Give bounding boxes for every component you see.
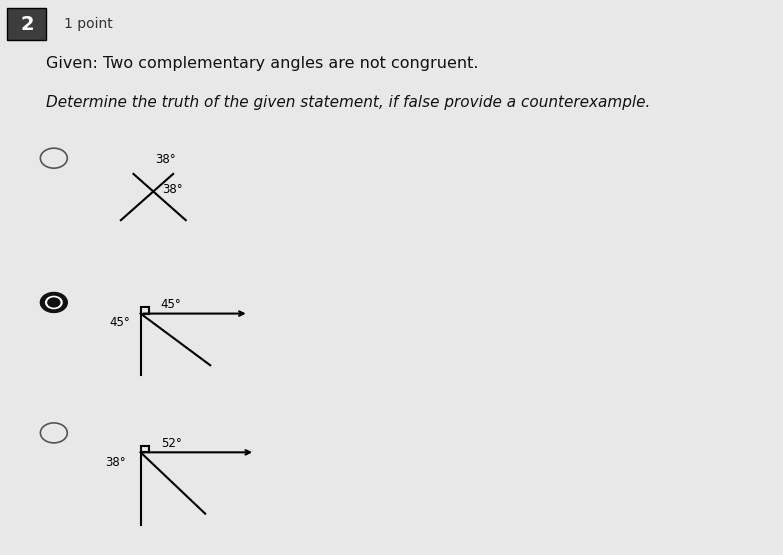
Text: 52°: 52° bbox=[161, 437, 182, 450]
Text: 45°: 45° bbox=[109, 316, 130, 329]
Text: Determine the truth of the given statement, if false provide a counterexample.: Determine the truth of the given stateme… bbox=[46, 95, 651, 110]
Circle shape bbox=[48, 298, 60, 307]
FancyBboxPatch shape bbox=[8, 8, 46, 40]
Text: 2: 2 bbox=[20, 15, 34, 34]
Text: 38°: 38° bbox=[162, 183, 183, 195]
Text: 45°: 45° bbox=[161, 298, 182, 311]
Text: 38°: 38° bbox=[105, 456, 125, 469]
Circle shape bbox=[45, 296, 62, 309]
Circle shape bbox=[41, 292, 67, 312]
Text: 38°: 38° bbox=[156, 153, 176, 165]
Text: 1 point: 1 point bbox=[63, 17, 112, 32]
Text: Given: Two complementary angles are not congruent.: Given: Two complementary angles are not … bbox=[46, 56, 479, 72]
